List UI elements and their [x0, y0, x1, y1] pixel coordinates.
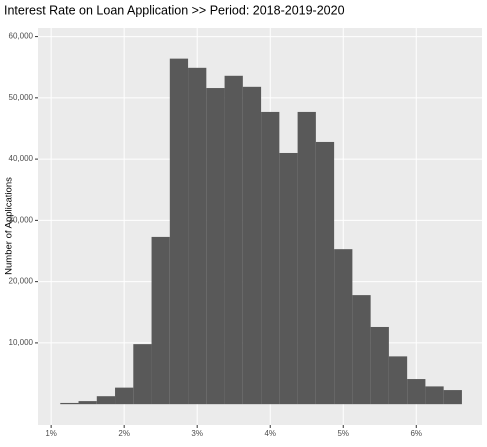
bar [206, 88, 225, 405]
bar [261, 111, 280, 405]
bar [78, 401, 97, 405]
bar [242, 86, 262, 405]
bar [425, 386, 444, 405]
bar [169, 58, 189, 405]
bar [133, 344, 152, 405]
bar [352, 295, 371, 405]
y-tick-label: 20,000 [9, 277, 34, 286]
y-tick-label: 60,000 [9, 32, 34, 41]
x-tick-label: 6% [410, 429, 422, 438]
bar [297, 111, 316, 405]
bar [334, 249, 353, 405]
x-tick-label: 3% [191, 429, 203, 438]
bar [407, 379, 426, 405]
y-tick-label: 40,000 [9, 154, 34, 163]
bar [388, 356, 408, 405]
bar [96, 396, 116, 405]
bar [279, 152, 298, 405]
bar [315, 141, 335, 405]
bar [151, 236, 170, 405]
y-axis-label: Number of Applications [4, 177, 15, 275]
x-tick-label: 4% [264, 429, 276, 438]
x-tick-label: 1% [45, 429, 57, 438]
bar [443, 390, 462, 405]
y-tick-label: 10,000 [9, 338, 34, 347]
chart-title: Interest Rate on Loan Application >> Per… [4, 3, 345, 17]
y-tick-label: 30,000 [9, 215, 34, 224]
bar [115, 387, 134, 405]
x-tick-label: 5% [337, 429, 349, 438]
bar [370, 326, 389, 405]
bar [188, 67, 207, 405]
y-tick-label: 50,000 [9, 93, 34, 102]
bar [224, 75, 243, 405]
x-tick-label: 2% [118, 429, 130, 438]
bar [60, 402, 79, 405]
